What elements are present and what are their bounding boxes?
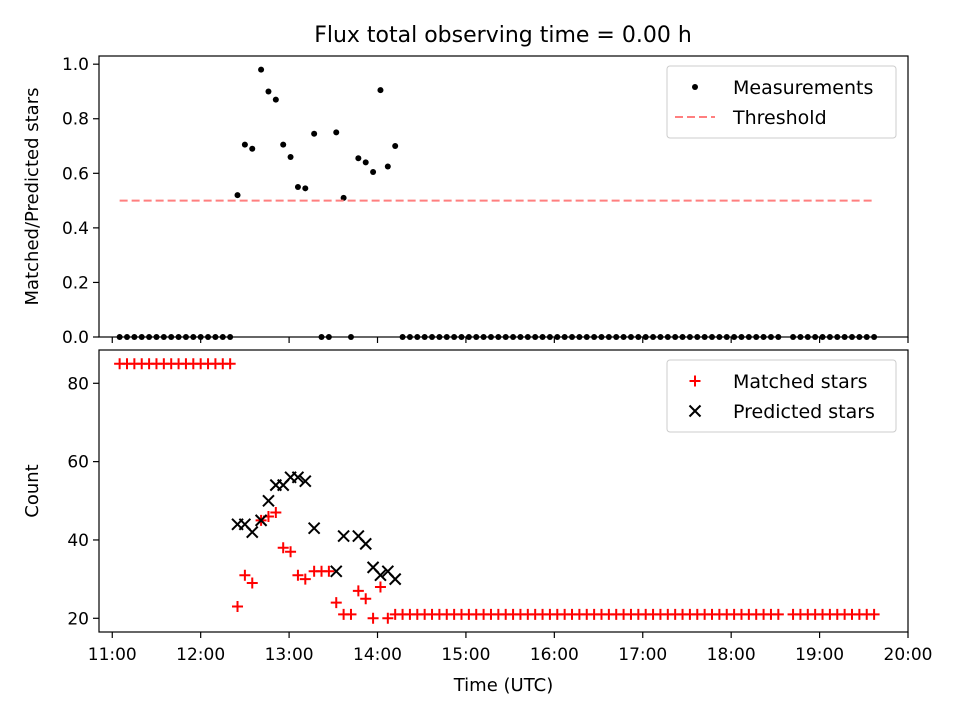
x-tick-label: 14:00 [353, 645, 402, 665]
data-point [241, 141, 248, 148]
y-tick-label: 1.0 [62, 55, 89, 75]
bottom-panel-x-ticks: 11:00 12:00 13:00 14:00 15:00 16:00 17:00 18:00… [88, 632, 933, 665]
data-point [232, 601, 244, 613]
data-point [370, 168, 377, 175]
data-point [340, 194, 347, 201]
data-point [302, 185, 309, 192]
data-point [374, 569, 387, 582]
data-point [374, 581, 386, 593]
data-point [299, 573, 311, 585]
data-point [294, 183, 301, 190]
x-tick-label: 19:00 [795, 645, 844, 665]
data-point [280, 141, 287, 148]
data-point [367, 612, 379, 624]
x-tick-label: 11:00 [88, 645, 137, 665]
data-point [277, 542, 289, 554]
data-point [239, 569, 251, 581]
data-point [772, 608, 784, 620]
bottom-panel-y-axis-label: Count [22, 464, 43, 517]
data-point [224, 358, 236, 370]
data-point [249, 145, 256, 152]
y-tick-label: 0.8 [62, 110, 89, 130]
legend-box [666, 65, 897, 139]
data-point [355, 155, 362, 162]
bottom-panel-x-axis-label: Time (UTC) [453, 675, 554, 696]
data-point [868, 608, 880, 620]
series-matched-stars [114, 358, 880, 624]
data-point [382, 612, 394, 624]
top-panel-x-ticks [111, 337, 909, 343]
legend-label: Threshold [732, 107, 827, 129]
data-point [311, 130, 318, 137]
legend-marker-swatch [692, 84, 698, 90]
series-predicted-stars [231, 471, 402, 586]
y-tick-label: 0.2 [62, 273, 89, 293]
legend-marker-swatch [689, 375, 701, 387]
data-point [272, 96, 279, 103]
x-tick-label: 20:00 [884, 645, 933, 665]
y-tick-label: 40 [67, 531, 89, 551]
legend-label: Matched stars [733, 371, 867, 393]
data-point [330, 597, 342, 609]
top-panel-frame [98, 55, 909, 338]
bottom-panel-y-ticks: 20 40 60 80 [67, 374, 99, 629]
x-tick-label: 16:00 [530, 645, 579, 665]
data-point [292, 569, 304, 581]
data-point [323, 565, 335, 577]
bottom-panel-legend: Matched stars Predicted stars [666, 359, 897, 433]
data-point [360, 593, 372, 605]
data-point [330, 565, 343, 578]
data-point [388, 572, 402, 586]
data-point [287, 153, 294, 160]
data-point [285, 546, 297, 558]
bottom-panel-frame [98, 349, 909, 633]
data-point [258, 66, 265, 73]
top-panel: 0.0 0.2 0.4 0.6 0.8 1.0 Matched/Predicted sta… [22, 55, 909, 348]
data-point [265, 88, 272, 95]
chart-title: Flux total observing time = 0.00 h [314, 23, 692, 48]
data-point [299, 475, 312, 488]
y-tick-label: 20 [67, 609, 89, 629]
data-point [359, 537, 372, 551]
legend-box [666, 359, 897, 433]
y-tick-label: 0.4 [62, 219, 89, 239]
y-tick-label: 0.0 [62, 328, 89, 348]
x-tick-label: 17:00 [618, 645, 667, 665]
data-point [307, 522, 321, 535]
data-point [345, 608, 357, 620]
bottom-panel-marks [114, 358, 880, 624]
data-point [362, 159, 369, 166]
legend-label: Measurements [733, 77, 873, 99]
data-point [270, 507, 282, 519]
data-point [234, 192, 241, 199]
x-tick-label: 13:00 [265, 645, 314, 665]
x-tick-label: 18:00 [707, 645, 756, 665]
legend-marker-swatch [688, 404, 702, 418]
data-point [352, 585, 364, 597]
legend-label: Predicted stars [733, 401, 875, 423]
data-point [262, 494, 275, 507]
data-point [291, 471, 305, 484]
x-tick-label: 12:00 [176, 645, 225, 665]
data-point [246, 525, 259, 539]
data-point [377, 87, 384, 94]
data-point [254, 514, 268, 527]
top-panel-y-ticks: 0.0 0.2 0.4 0.6 0.8 1.0 [62, 55, 99, 348]
x-tick-label: 15:00 [441, 645, 490, 665]
data-point [246, 577, 258, 589]
y-tick-label: 0.6 [62, 164, 89, 184]
top-panel-y-axis-label: Matched/Predicted stars [22, 88, 43, 306]
top-panel-legend: Measurements Threshold [666, 65, 897, 139]
data-point [384, 163, 391, 170]
data-point [333, 129, 340, 136]
data-point [392, 143, 399, 150]
y-tick-label: 80 [67, 374, 89, 394]
data-point [337, 529, 350, 543]
y-tick-label: 60 [67, 453, 89, 473]
